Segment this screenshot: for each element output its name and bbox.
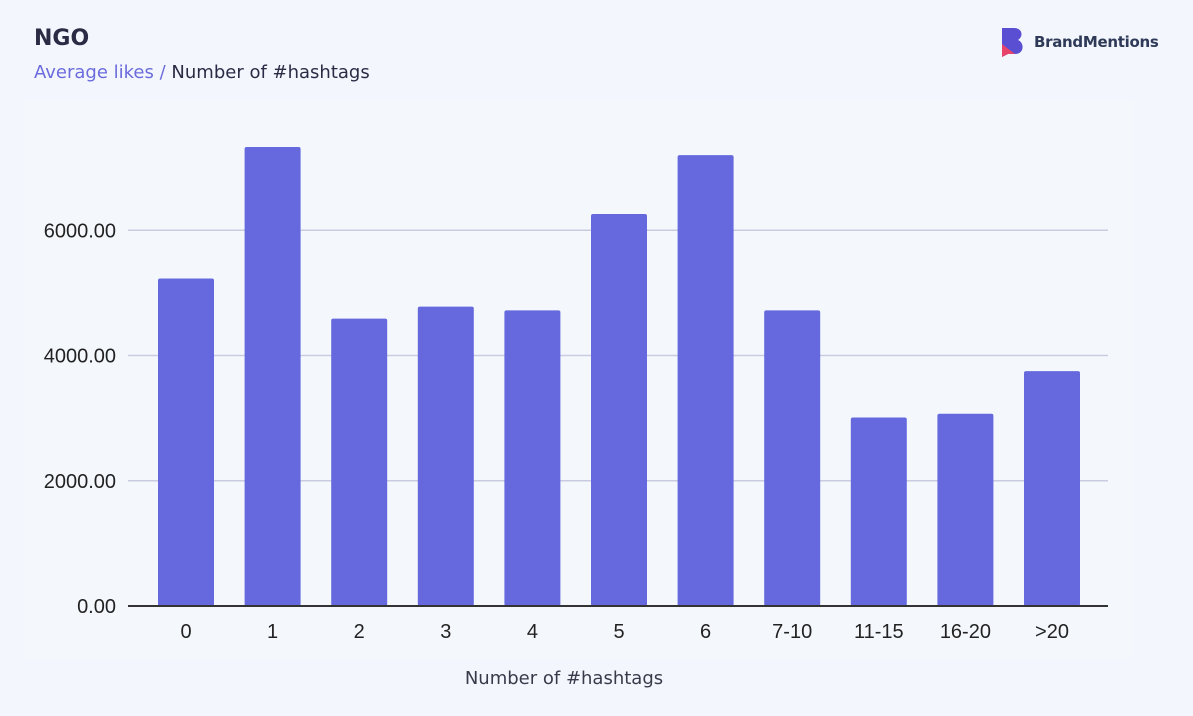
y-tick-label: 4000.00 <box>44 346 116 368</box>
bar-16-20 <box>937 413 994 606</box>
x-tick-label: 16-20 <box>940 621 991 643</box>
axes: 0.00 2000.00 4000.00 6000.00 0 1 2 3 4 5 6 7-10 11-1… <box>44 220 1108 643</box>
subtitle-metric: Average likes <box>34 62 154 83</box>
bar->20 <box>1024 371 1080 606</box>
x-tick-label: 5 <box>613 621 624 643</box>
bar-7-10 <box>764 310 821 606</box>
brandmentions-logo-icon <box>1002 28 1023 57</box>
brand-name: BrandMentions <box>1034 33 1159 51</box>
bar-0 <box>158 278 214 606</box>
x-tick-label: 1 <box>267 621 278 643</box>
x-tick-label: 6 <box>700 621 711 643</box>
bar-5 <box>591 214 647 606</box>
chart-subtitle: Average likes / Number of #hashtags <box>34 62 370 83</box>
bar-6 <box>677 155 734 607</box>
y-tick-label: 6000.00 <box>44 220 116 242</box>
x-tick-label: >20 <box>1035 621 1069 643</box>
bar-1 <box>244 147 301 606</box>
x-tick-label: 4 <box>527 621 538 643</box>
bar-4 <box>504 310 561 606</box>
y-tick-label: 2000.00 <box>44 471 116 493</box>
x-tick-label: 3 <box>440 621 451 643</box>
bar-2 <box>331 318 388 606</box>
brand-logo: BrandMentions <box>1000 26 1159 58</box>
y-tick-label: 0.00 <box>77 596 116 618</box>
x-tick-label: 0 <box>180 621 191 643</box>
subtitle-separator: / <box>159 62 166 83</box>
chart-title: NGO <box>34 26 90 51</box>
x-tick-label: 11-15 <box>854 621 904 643</box>
x-tick-label: 2 <box>354 621 365 643</box>
bar-3 <box>417 306 474 606</box>
x-axis-label: Number of #hashtags <box>464 668 664 689</box>
bars <box>158 147 1080 607</box>
bar-11-15 <box>850 417 907 606</box>
subtitle-dimension: Number of #hashtags <box>171 62 370 83</box>
x-tick-label: 7-10 <box>772 621 812 643</box>
